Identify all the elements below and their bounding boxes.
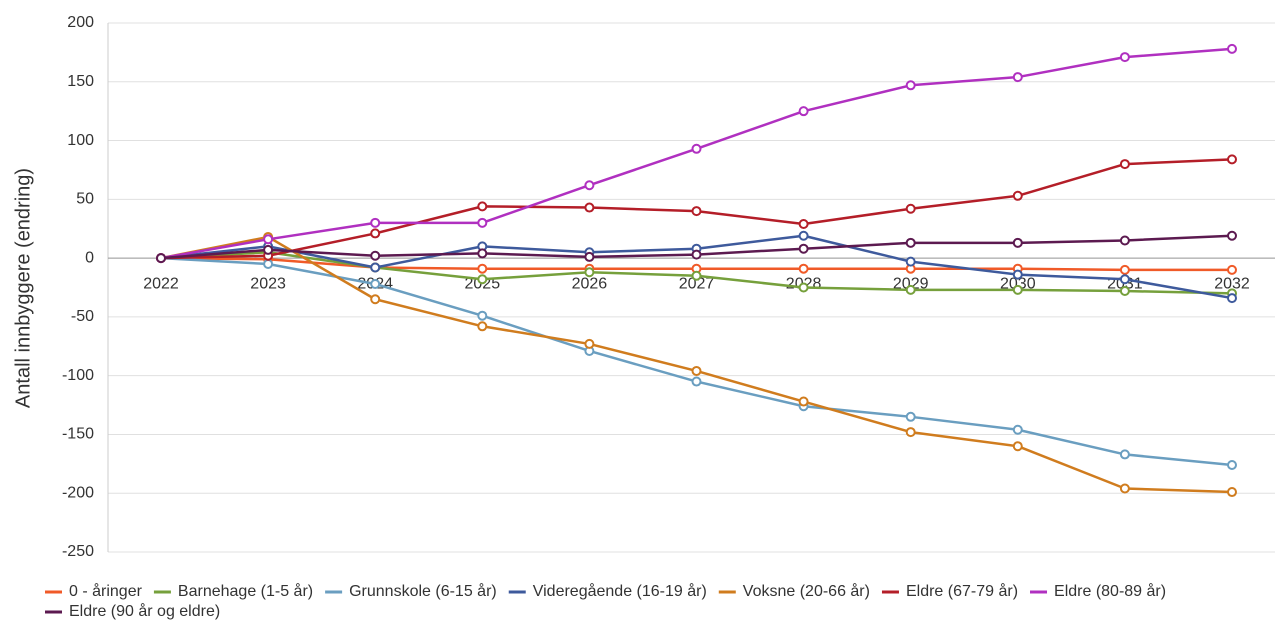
point <box>1119 286 1130 297</box>
point <box>691 376 702 387</box>
point <box>370 278 381 289</box>
point <box>1227 154 1237 165</box>
point <box>477 274 488 285</box>
point <box>1119 235 1130 246</box>
y-tick-label: 50 <box>76 191 94 208</box>
point <box>584 338 595 349</box>
point <box>584 267 595 278</box>
point <box>1227 43 1237 54</box>
point <box>1227 230 1237 241</box>
point <box>263 258 274 269</box>
point <box>1119 52 1130 63</box>
point <box>1012 441 1023 452</box>
point <box>1119 449 1130 460</box>
point <box>798 243 809 254</box>
point <box>691 270 702 281</box>
point <box>263 244 274 255</box>
point <box>798 282 809 293</box>
point <box>691 365 702 376</box>
point <box>370 294 381 305</box>
point <box>905 203 916 214</box>
y-axis-title: Antall innbyggere (endring) <box>12 168 34 408</box>
point <box>477 310 488 321</box>
point <box>798 219 809 230</box>
point <box>1227 264 1237 275</box>
legend-label: Videregående (16-19 år) <box>533 582 707 600</box>
point <box>905 411 916 422</box>
point <box>691 206 702 217</box>
x-tick-label: 2029 <box>893 275 929 292</box>
y-tick-label: 200 <box>67 14 94 31</box>
legend-label: Voksne (20-66 år) <box>743 582 870 600</box>
point <box>905 80 916 91</box>
point <box>798 396 809 407</box>
point <box>1012 284 1023 295</box>
point <box>798 263 809 274</box>
y-tick-label: -250 <box>62 543 94 560</box>
y-tick-label: -100 <box>62 367 94 384</box>
point <box>1119 159 1130 170</box>
point <box>156 253 166 264</box>
y-tick-label: -200 <box>62 484 94 501</box>
point <box>477 201 488 212</box>
point <box>477 263 488 274</box>
point <box>584 202 595 213</box>
y-tick-label: -150 <box>62 426 94 443</box>
point <box>1012 269 1023 280</box>
legend-label: Barnehage (1-5 år) <box>178 582 313 600</box>
point <box>905 237 916 248</box>
x-tick-label: 2027 <box>679 275 715 292</box>
point <box>1012 190 1023 201</box>
x-tick-label: 2030 <box>1000 275 1036 292</box>
legend-label: Grunnskole (6-15 år) <box>349 582 497 600</box>
point <box>905 256 916 267</box>
legend-label: Eldre (80-89 år) <box>1054 582 1166 600</box>
point <box>477 217 488 228</box>
legend-label: 0 - åringer <box>69 582 143 600</box>
point <box>263 234 274 245</box>
point <box>1119 274 1130 285</box>
point <box>1012 424 1023 435</box>
point <box>691 249 702 260</box>
y-tick-label: 100 <box>67 132 94 149</box>
point <box>1012 237 1023 248</box>
point <box>1119 264 1130 275</box>
point <box>477 248 488 259</box>
point <box>370 250 381 261</box>
point <box>370 217 381 228</box>
point <box>477 321 488 332</box>
y-tick-label: -50 <box>71 308 94 325</box>
point <box>798 230 809 241</box>
point <box>1119 483 1130 494</box>
point <box>905 284 916 295</box>
point <box>1227 487 1237 498</box>
point <box>1227 460 1237 471</box>
point <box>691 143 702 154</box>
point <box>1227 293 1237 304</box>
point <box>905 427 916 438</box>
point <box>584 180 595 191</box>
legend-label: Eldre (67-79 år) <box>906 582 1018 600</box>
x-tick-label: 2026 <box>572 275 608 292</box>
x-tick-label: 2032 <box>1214 275 1250 292</box>
y-tick-label: 0 <box>85 249 94 266</box>
y-tick-label: 150 <box>67 73 94 90</box>
x-tick-label: 2023 <box>250 275 286 292</box>
point <box>798 106 809 117</box>
legend-label: Eldre (90 år og eldre) <box>69 602 220 620</box>
point <box>584 251 595 262</box>
x-tick-label: 2022 <box>143 275 179 292</box>
point <box>370 228 381 239</box>
point <box>370 262 381 273</box>
point <box>1012 72 1023 83</box>
